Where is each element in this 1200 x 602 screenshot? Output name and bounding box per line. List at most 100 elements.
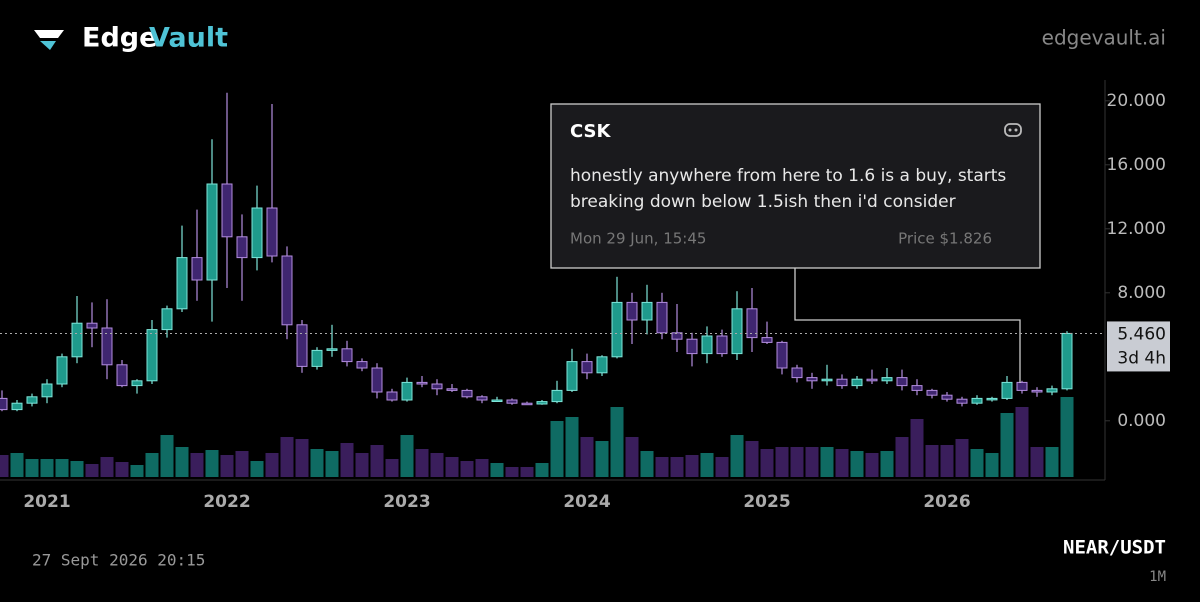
x-tick-label: 2025 [743,492,790,512]
annotation-text: breaking down below 1.5ish then i'd cons… [570,192,956,212]
candle-body [446,388,458,391]
volume-bar [430,453,444,477]
volume-bar [745,441,759,477]
volume-bar [520,467,534,477]
volume-bar [910,419,924,477]
volume-bar [25,459,39,477]
candle-body [236,236,248,259]
candle-body [836,378,848,387]
candle-body [386,391,398,401]
volume-bar [325,451,339,477]
candle-body [251,207,263,259]
candle-body [11,402,23,411]
volume-bar [940,445,954,477]
candle-body [0,397,8,411]
volume-bar [835,449,849,477]
y-tick-label: 20.000 [1107,91,1166,111]
candle-body [1046,388,1058,393]
candle-body [491,399,503,402]
volume-bar [625,437,639,477]
volume-bar [790,447,804,477]
candle-body [311,349,323,367]
candle-body [821,378,833,382]
candle-body [626,301,638,321]
volume-bar [1060,397,1074,477]
candle-body [356,361,368,369]
candle-body [791,367,803,379]
candle-body [956,398,968,404]
candle-body [341,348,353,363]
candle-body [26,396,38,404]
candle-body [176,257,188,310]
interval: 1M [1149,569,1166,585]
volume-bar [190,453,204,477]
candle-body [971,397,983,404]
candle-body [581,361,593,374]
brand-first: Edge [82,23,157,54]
candle-body [701,335,713,355]
candle-body [71,322,83,358]
candle-body [476,396,488,401]
candle-body [896,377,908,387]
candle-body [521,402,533,406]
candle-body [266,207,278,257]
volume-bar [505,467,519,477]
volume-bar [145,453,159,477]
volume-bar [100,457,114,477]
candle-body [536,401,548,405]
x-tick-label: 2021 [23,492,70,512]
candle-body [926,389,938,396]
volume-bar [850,451,864,477]
price-label-box [1107,321,1170,372]
volume-bar [595,441,609,477]
candle-body [806,377,818,382]
candle-body [161,308,173,331]
volume-bar [250,461,264,477]
volume-bar [895,437,909,477]
volume-bar [475,459,489,477]
volume-bar [670,457,684,477]
candle-body [206,183,218,281]
volume-bar [55,459,69,477]
volume-bar [400,435,414,477]
volume-bar [550,421,564,477]
volume-bar [580,437,594,477]
last-price-label: 5.460 [1117,324,1166,344]
candle-body [566,361,578,391]
volume-bar [1030,447,1044,477]
candle-body [56,356,68,385]
candle-body [656,301,668,334]
x-tick-label: 2024 [563,492,610,512]
candle-body [1001,381,1013,399]
candle-body [866,378,878,382]
candle-body [1061,332,1073,390]
annotation-author: CSK [570,121,612,142]
timestamp: 27 Sept 2026 20:15 [32,551,205,570]
site: edgevault.ai [1042,26,1166,50]
volume-bar [985,453,999,477]
volume-bar [970,449,984,477]
y-tick-label: 0.000 [1117,411,1166,431]
candle-body [746,308,758,339]
volume-bar [235,451,249,477]
volume-bar [205,450,219,477]
candle-body [1031,389,1043,393]
candle-body [371,367,383,393]
candle-body [461,389,473,398]
volume-bar [370,445,384,477]
candle-body [131,380,143,387]
volume-bar [610,407,624,477]
volume-bar [340,443,354,477]
plot [0,92,1074,477]
volume-bar [820,447,834,477]
candle-body [1016,381,1028,391]
volume-bar [355,453,369,477]
volume-bar [1000,413,1014,477]
volume-bar [655,457,669,477]
candle-body [911,385,923,391]
volume-bar [0,455,9,477]
volume-bar [85,464,99,477]
candle-body [551,389,563,403]
y-tick-label: 16.000 [1107,155,1166,175]
candle-body [851,378,863,387]
